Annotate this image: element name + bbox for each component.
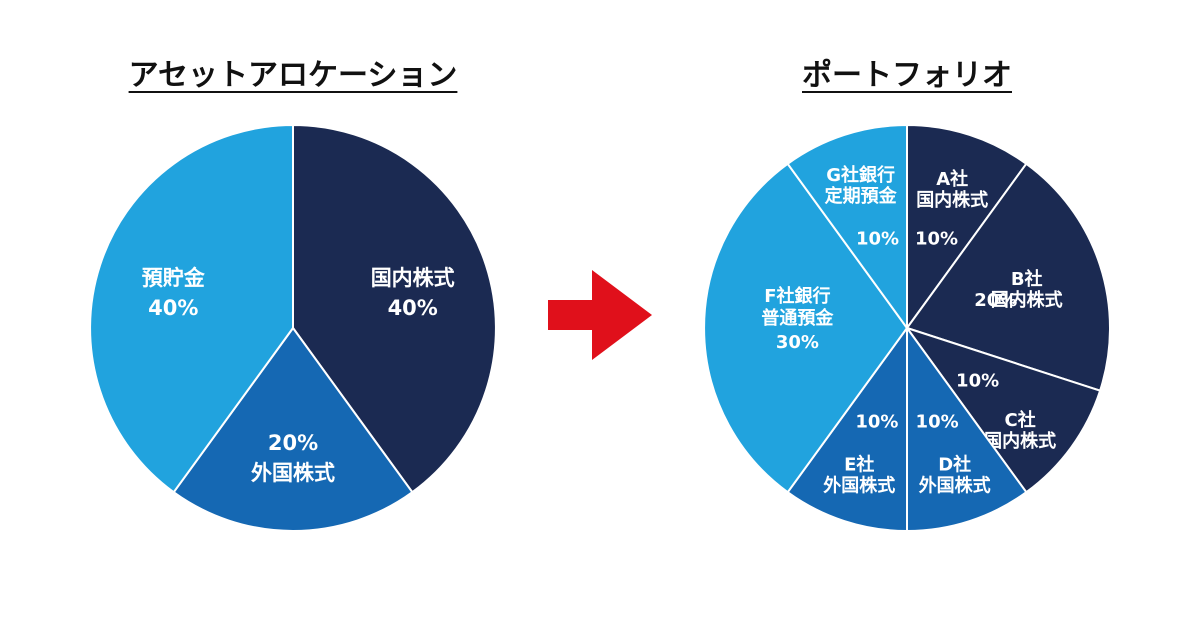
slice-label: B社: [1011, 268, 1043, 290]
pie-slice: [906, 324, 1028, 533]
slice-label: 40%: [388, 296, 438, 320]
slice-value: 20%: [974, 290, 1017, 311]
pie-slice: [172, 326, 414, 532]
slice-label: D社: [938, 454, 971, 476]
slice-label: G社銀行: [826, 164, 895, 186]
slice-value: 10%: [855, 412, 898, 433]
slice-label: 国内株式: [371, 266, 455, 290]
slice-value: 10%: [916, 412, 959, 433]
pie-slice: [292, 123, 497, 494]
slice-value: 10%: [956, 370, 999, 391]
slice-label: 普通預金: [761, 307, 834, 329]
asset-allocation-pie: 国内株式 40% 20% 外国株式 預貯金 40%: [89, 123, 497, 532]
slice-value: 10%: [915, 228, 958, 249]
slice-label: 国内株式: [984, 430, 1056, 452]
slice-label: A社: [936, 168, 968, 190]
slice-label: 40%: [148, 296, 198, 320]
pie-slice: [703, 162, 909, 494]
slice-label: 国内株式: [991, 289, 1063, 311]
slice-label: 預貯金: [142, 266, 206, 290]
slice-label: 20%: [268, 431, 318, 455]
pie-slice: [786, 324, 908, 533]
slice-value: 30%: [776, 332, 819, 353]
pie-slice: [786, 123, 908, 332]
pie-slice: [906, 123, 1028, 332]
slice-label: 国内株式: [916, 189, 988, 211]
slice-label: 外国株式: [823, 475, 895, 497]
pie-slice: [904, 326, 1102, 494]
slice-label: 外国株式: [251, 461, 335, 485]
portfolio-pie: A社国内株式10%B社国内株式20%C社国内株式10%D社外国株式10%E社外国…: [703, 123, 1111, 533]
slice-label: F社銀行: [764, 285, 830, 307]
slice-label: E社: [844, 454, 874, 476]
slice-label: 外国株式: [919, 475, 991, 497]
pie-slice: [89, 123, 294, 494]
slice-label: C社: [1004, 409, 1035, 431]
slice-value: 10%: [856, 228, 899, 249]
asset-allocation-title: アセットアロケーション: [128, 58, 458, 93]
portfolio-title: ポートフォリオ: [802, 58, 1012, 93]
slice-label: 定期預金: [825, 185, 898, 207]
right-arrow-icon: [548, 270, 652, 360]
pie-slice: [905, 162, 1111, 392]
